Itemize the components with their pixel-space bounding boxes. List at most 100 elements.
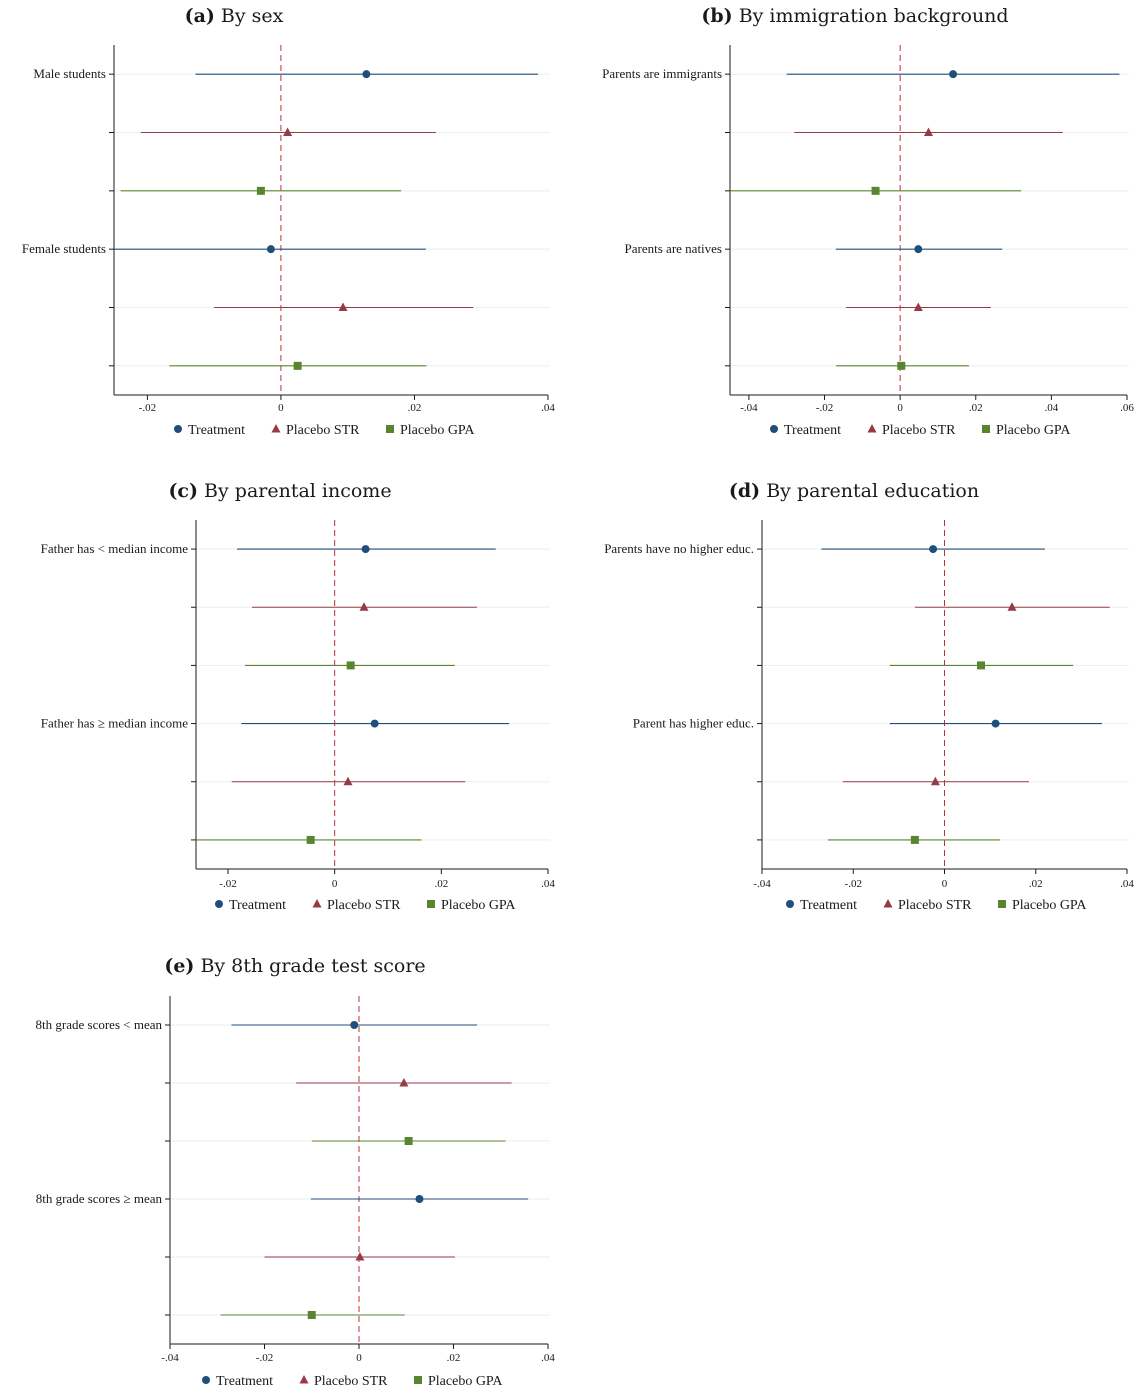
legend-label: Placebo STR [314,1374,388,1389]
point-estimate [910,835,919,844]
category-label: Male students [33,66,106,81]
point-estimate [930,776,940,786]
x-tick-label: .04 [541,402,555,414]
point-estimate [404,1137,413,1145]
point-estimate [283,127,293,136]
legend-marker [202,1376,210,1384]
panel-title: (c) By parental income [168,480,391,502]
point-estimate [355,1252,365,1261]
point-estimate [361,545,370,554]
point-estimate [897,361,906,370]
legend-label: Placebo GPA [441,898,516,913]
point-estimate [350,1021,359,1029]
legend: Treatment Placebo STR Placebo GPA [215,898,516,913]
x-tick-label: -.02 [139,402,156,414]
x-tick-label: 0 [278,402,284,414]
legend-label: Placebo GPA [1012,898,1087,913]
legend-marker [271,424,281,433]
panel-d: (d) By parental education -.04 -.02 0 .02 .04… [604,480,1134,913]
legend-marker [427,900,435,908]
legend-label: Placebo GPA [996,423,1071,438]
legend-label: Placebo STR [327,898,401,913]
legend: Treatment Placebo STR Placebo GPA [174,423,475,438]
panel-title: (a) By sex [185,5,284,27]
category-label: 8th grade scores ≥ mean [36,1191,163,1206]
category-label: Parent has higher educ. [633,716,754,731]
legend: Treatment Placebo STR Placebo GPA [202,1374,503,1389]
point-estimate [266,245,275,254]
category-label: Parents have no higher educ. [604,541,754,556]
legend-label: Treatment [188,423,245,438]
legend-label: Treatment [784,423,841,438]
legend-label: Placebo STR [286,423,360,438]
legend-label: Placebo STR [882,423,956,438]
x-tick-label: -.02 [845,878,862,890]
panel-a: (a) By sex -.02 0 .02 .04 Male students Female… [22,5,556,438]
legend-marker [770,425,778,433]
panel-c: (c) By parental income -.02 0 .02 .04 Father … [41,480,556,913]
legend-label: Placebo GPA [400,423,475,438]
category-label: Parents are natives [625,241,722,256]
x-tick-label: .02 [969,402,983,414]
point-estimate [370,719,379,728]
panel-title: (e) By 8th grade test score [164,955,425,977]
point-estimate [346,661,355,670]
category-label: 8th grade scores < mean [36,1017,163,1032]
point-estimate [991,719,1000,728]
panel-title: (d) By parental education [729,480,979,502]
legend-marker [414,1376,422,1384]
point-estimate [913,302,923,311]
legend-marker [386,425,394,433]
legend-marker [786,900,794,908]
legend-marker [299,1375,309,1384]
point-estimate [1007,602,1017,611]
point-estimate [399,1078,409,1087]
legend: Treatment Placebo STR Placebo GPA [770,423,1071,438]
panel-e: (e) By 8th grade test score -.04 -.02 0 .02.… [36,955,556,1389]
point-estimate [871,186,880,195]
legend-marker [883,899,893,908]
category-label: Parents are immigrants [602,66,722,81]
point-estimate [256,186,265,195]
x-tick-label: .06 [1120,402,1134,414]
x-tick-label: -.04 [740,402,758,414]
x-tick-label: .02 [408,402,422,414]
x-tick-label: 0 [332,878,338,890]
x-tick-label: .02 [434,878,448,890]
x-tick-label: -.02 [816,402,833,414]
legend-marker [215,900,223,908]
point-estimate [306,835,315,844]
point-estimate [293,361,302,370]
legend-marker [312,899,322,908]
x-tick-label: 0 [942,878,948,890]
x-tick-label: .04 [1120,878,1134,890]
x-tick-label: 0 [897,402,903,414]
point-estimate [929,545,938,554]
legend-marker [982,425,990,433]
legend-label: Placebo GPA [428,1374,503,1389]
point-estimate [343,776,353,786]
x-tick-label: .02 [447,1352,461,1364]
legend-marker [998,900,1006,908]
point-estimate [307,1311,316,1319]
point-estimate [914,245,923,254]
category-label: Female students [22,241,106,256]
x-tick-label: .02 [1029,878,1043,890]
legend-marker [867,424,877,433]
category-label: Father has < median income [41,541,189,556]
legend-label: Treatment [229,898,286,913]
point-estimate [415,1195,424,1203]
x-tick-label: -.02 [219,878,236,890]
point-estimate [977,661,985,670]
x-tick-label: -.04 [753,878,771,890]
x-tick-label: .04 [541,1352,555,1364]
legend-label: Placebo STR [898,898,972,913]
x-tick-label: 0 [356,1352,362,1364]
legend: Treatment Placebo STR Placebo GPA [786,898,1087,913]
panel-b: (b) By immigration background -.04 -.02 0 .0… [602,5,1134,438]
panel-title: (b) By immigration background [701,5,1008,27]
point-estimate [924,127,933,136]
category-label: Father has ≥ median income [41,716,188,731]
x-tick-label: .04 [1045,402,1059,414]
